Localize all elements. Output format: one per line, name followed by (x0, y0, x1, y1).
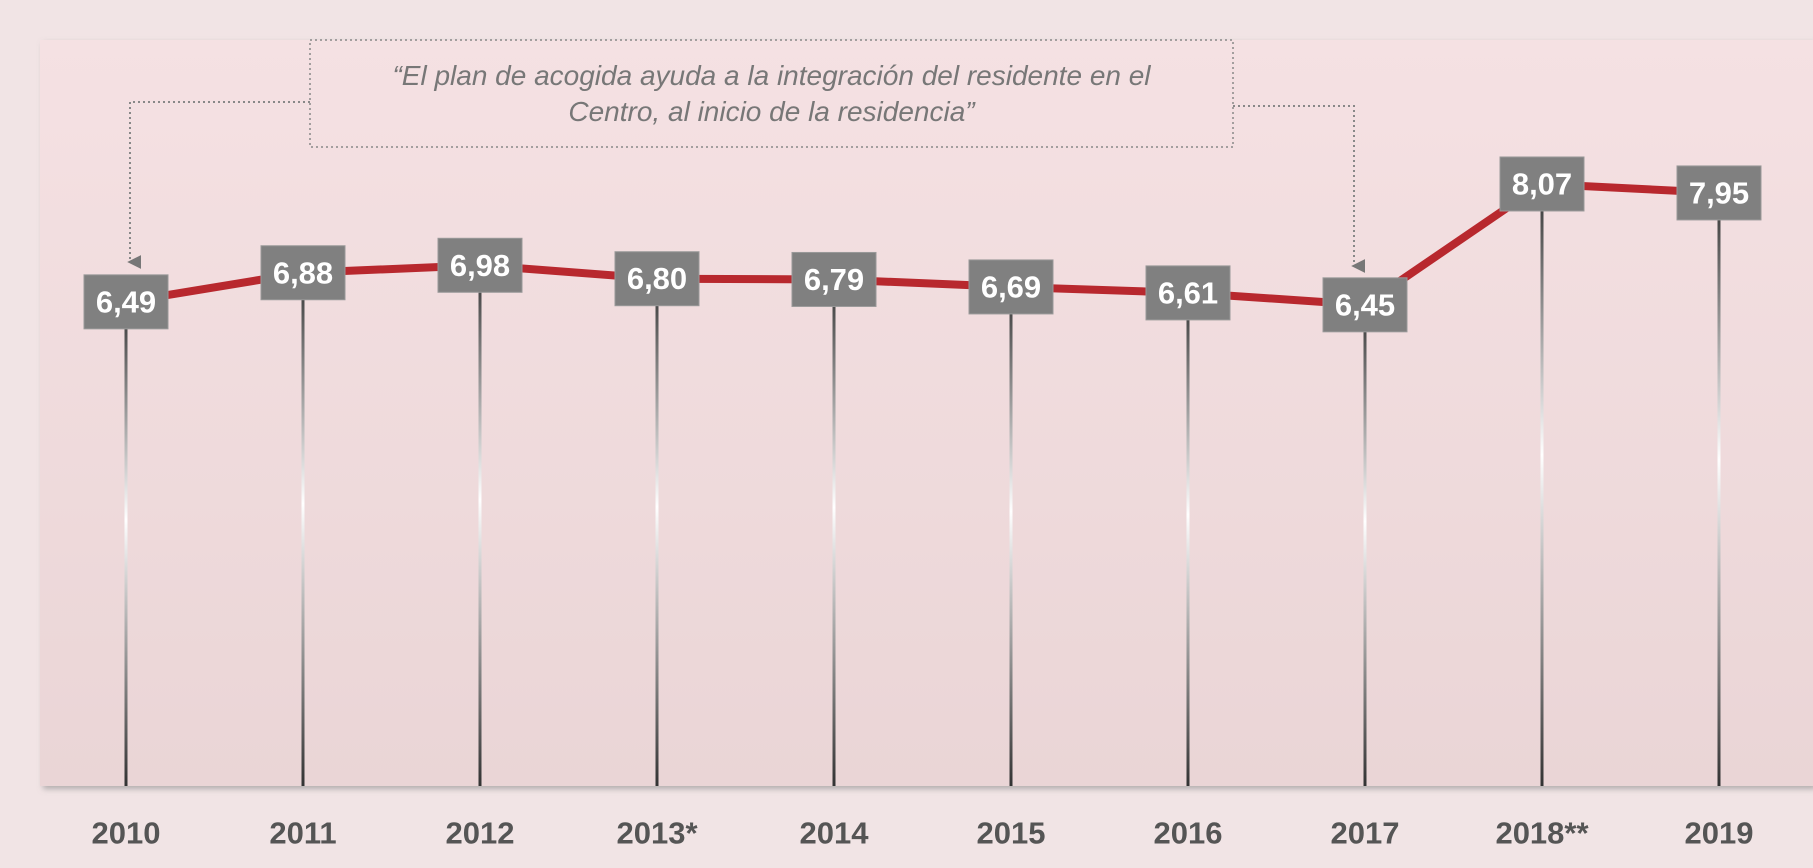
value-label: 7,95 (1689, 175, 1749, 210)
x-tick-label: 2017 (1331, 816, 1400, 851)
value-box (1499, 156, 1585, 212)
stem (1186, 292, 1190, 786)
x-tick-label: 2010 (92, 816, 161, 851)
value-box (1676, 165, 1762, 221)
connector (1233, 105, 1366, 273)
stem (655, 278, 659, 786)
x-tick-label: 2016 (1154, 816, 1223, 851)
stem (1363, 304, 1367, 786)
value-box (968, 259, 1054, 315)
stem (1717, 192, 1721, 786)
stem (478, 265, 482, 786)
x-tick-label: 2014 (800, 816, 870, 851)
value-label: 8,07 (1512, 166, 1572, 201)
value-label: 6,61 (1158, 275, 1218, 310)
x-tick-label: 2018** (1495, 816, 1589, 851)
value-label: 6,45 (1335, 287, 1395, 322)
x-tick-label: 2019 (1685, 816, 1754, 851)
stem (832, 279, 836, 786)
annotation: “El plan de acogida ayuda a la integraci… (392, 59, 1151, 127)
value-label: 6,79 (804, 262, 864, 297)
plot-area (40, 40, 1813, 786)
stem (1009, 286, 1013, 786)
data-line (125, 179, 1720, 309)
value-label: 6,80 (627, 261, 687, 296)
stem (301, 272, 305, 786)
value-box (1322, 277, 1408, 333)
x-tick-label: 2011 (269, 816, 336, 851)
value-box (1145, 265, 1231, 321)
x-tick-label: 2013* (616, 816, 698, 851)
annotation-box (309, 39, 1234, 148)
value-label: 6,98 (450, 248, 510, 283)
value-box (437, 237, 523, 293)
value-box (260, 245, 346, 301)
value-label: 6,49 (96, 284, 156, 319)
value-label: 6,88 (273, 255, 333, 290)
value-box (83, 274, 169, 330)
x-tick-label: 2012 (446, 816, 515, 851)
value-box (614, 251, 700, 307)
stem (1540, 183, 1544, 786)
x-tick-label: 2015 (977, 816, 1046, 851)
value-label: 6,69 (981, 269, 1041, 304)
value-box (791, 251, 877, 307)
stem (124, 301, 128, 786)
connector (127, 101, 310, 269)
